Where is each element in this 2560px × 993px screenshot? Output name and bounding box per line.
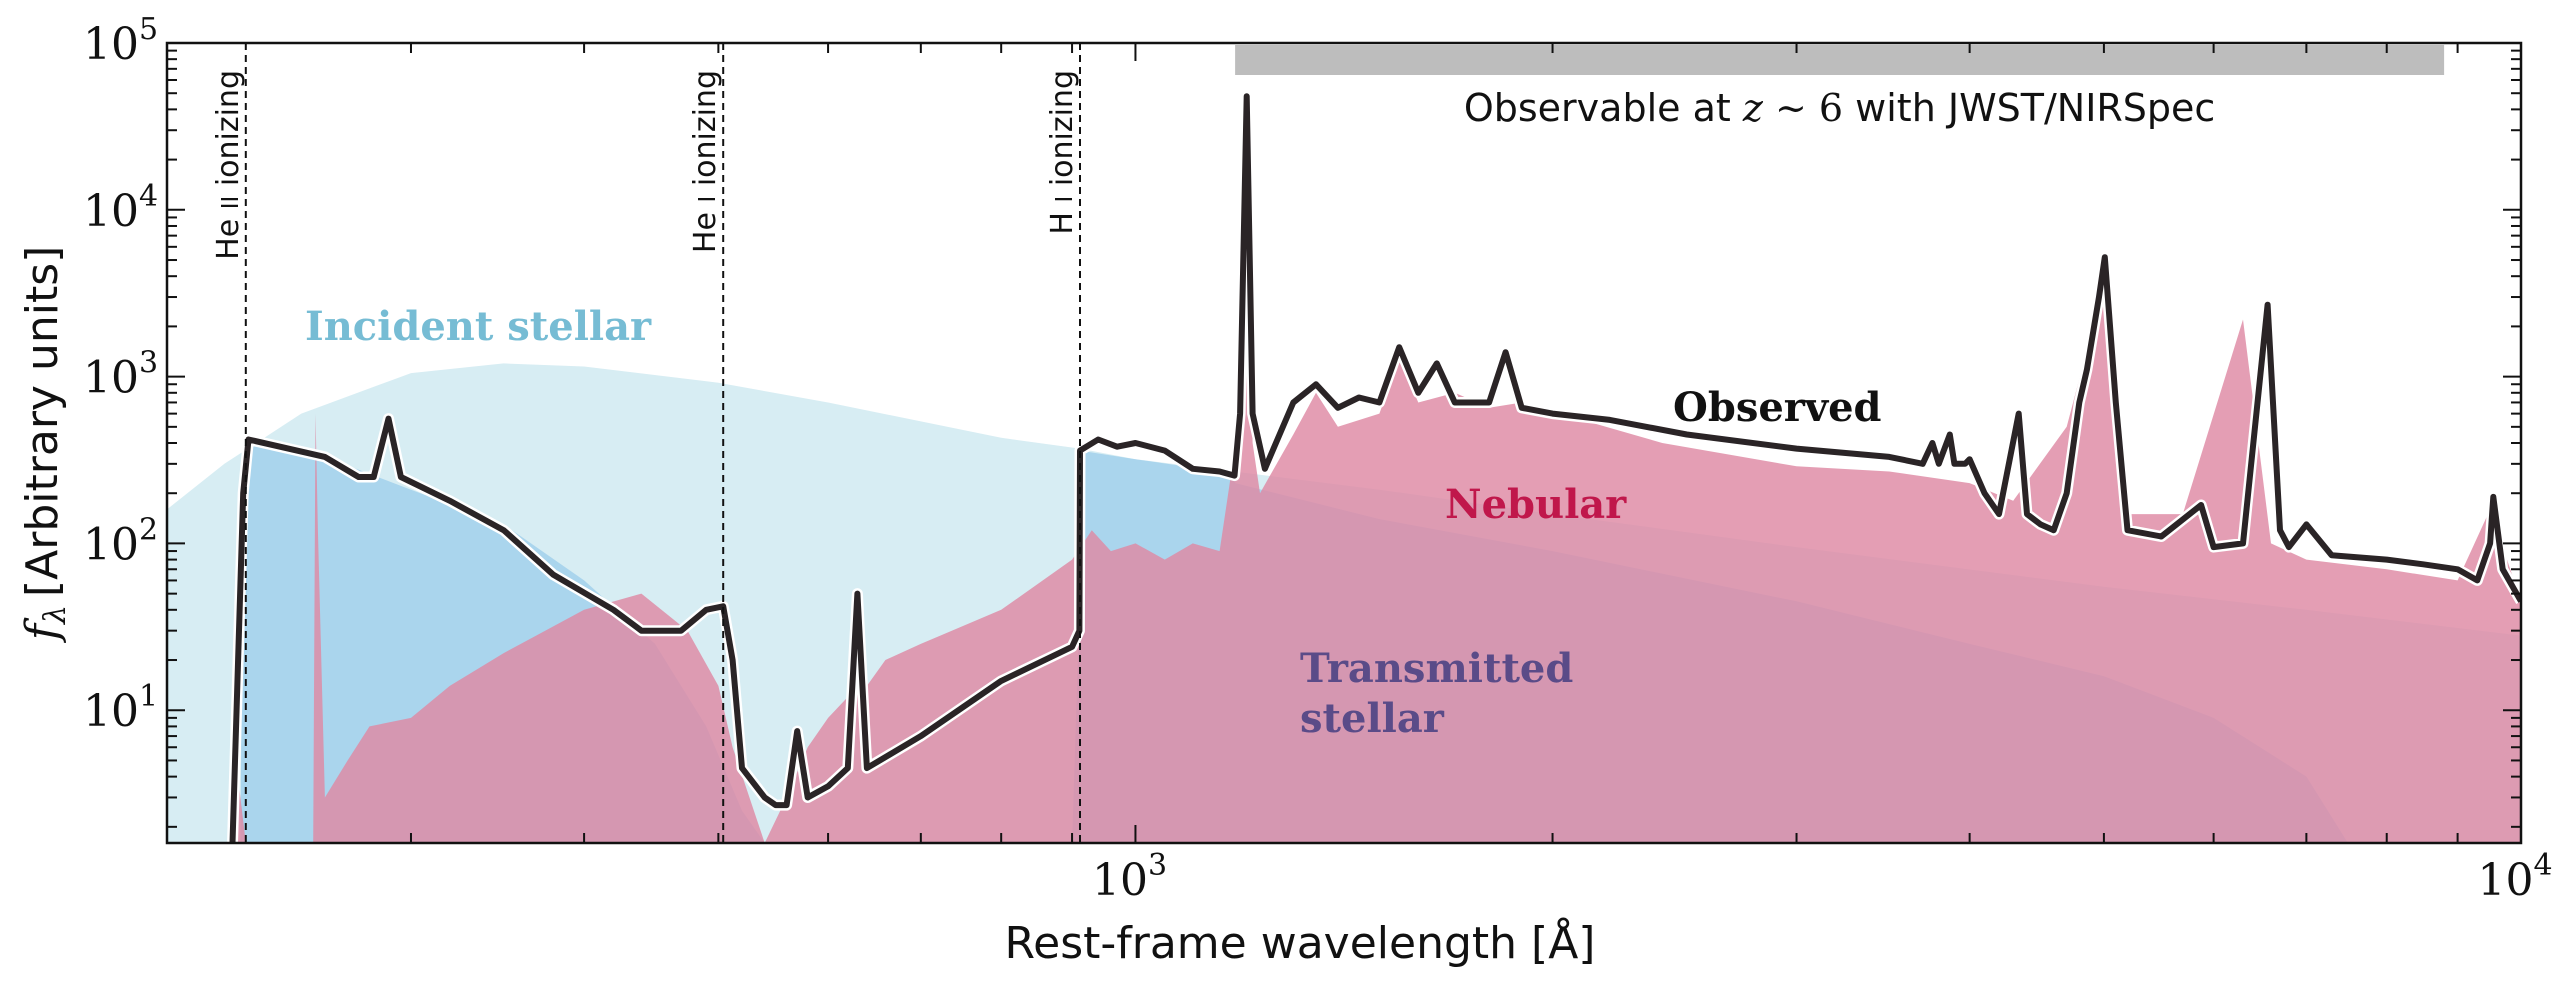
x-tick-label-1e3: 103: [1092, 848, 1167, 906]
y-tick-label-1e5: 105: [83, 12, 158, 70]
y-tick-label-1e1: 101: [83, 679, 158, 737]
transmitted-stellar-label-line1: Transmitted: [1300, 645, 1573, 692]
nebular-area: [232, 102, 2521, 843]
y-axis-label: fλ[Arbitrary units]: [17, 246, 73, 644]
he-ii-edge-label: He II ionizing: [211, 70, 246, 260]
transmitted-stellar-label-line2: stellar: [1300, 695, 1445, 742]
observed-line: [229, 93, 2521, 843]
x-axis-label: Rest-frame wavelength [Å]: [1005, 916, 1596, 969]
axis-ticks: [166, 42, 2522, 843]
x-tick-label-1e4: 104: [2477, 848, 2552, 906]
y-tick-label-1e2: 102: [83, 512, 158, 570]
incident-stellar-label: Incident stellar: [305, 303, 652, 350]
ionizing-edges: He II ionizing He I ionizing H I ionizin…: [211, 43, 1081, 843]
observable-band-label: Observable at z ∼ 6 with JWST/NIRSpec: [1464, 86, 2215, 130]
observable-band: [1235, 45, 2445, 75]
observed-label: Observed: [1673, 384, 1882, 431]
y-tick-label-1e4: 104: [83, 179, 158, 237]
nebular-label: Nebular: [1445, 481, 1627, 528]
y-tick-label-1e3: 103: [83, 346, 158, 404]
he-i-edge-label: He I ionizing: [688, 70, 723, 253]
h-i-edge-label: H I ionizing: [1045, 70, 1080, 235]
